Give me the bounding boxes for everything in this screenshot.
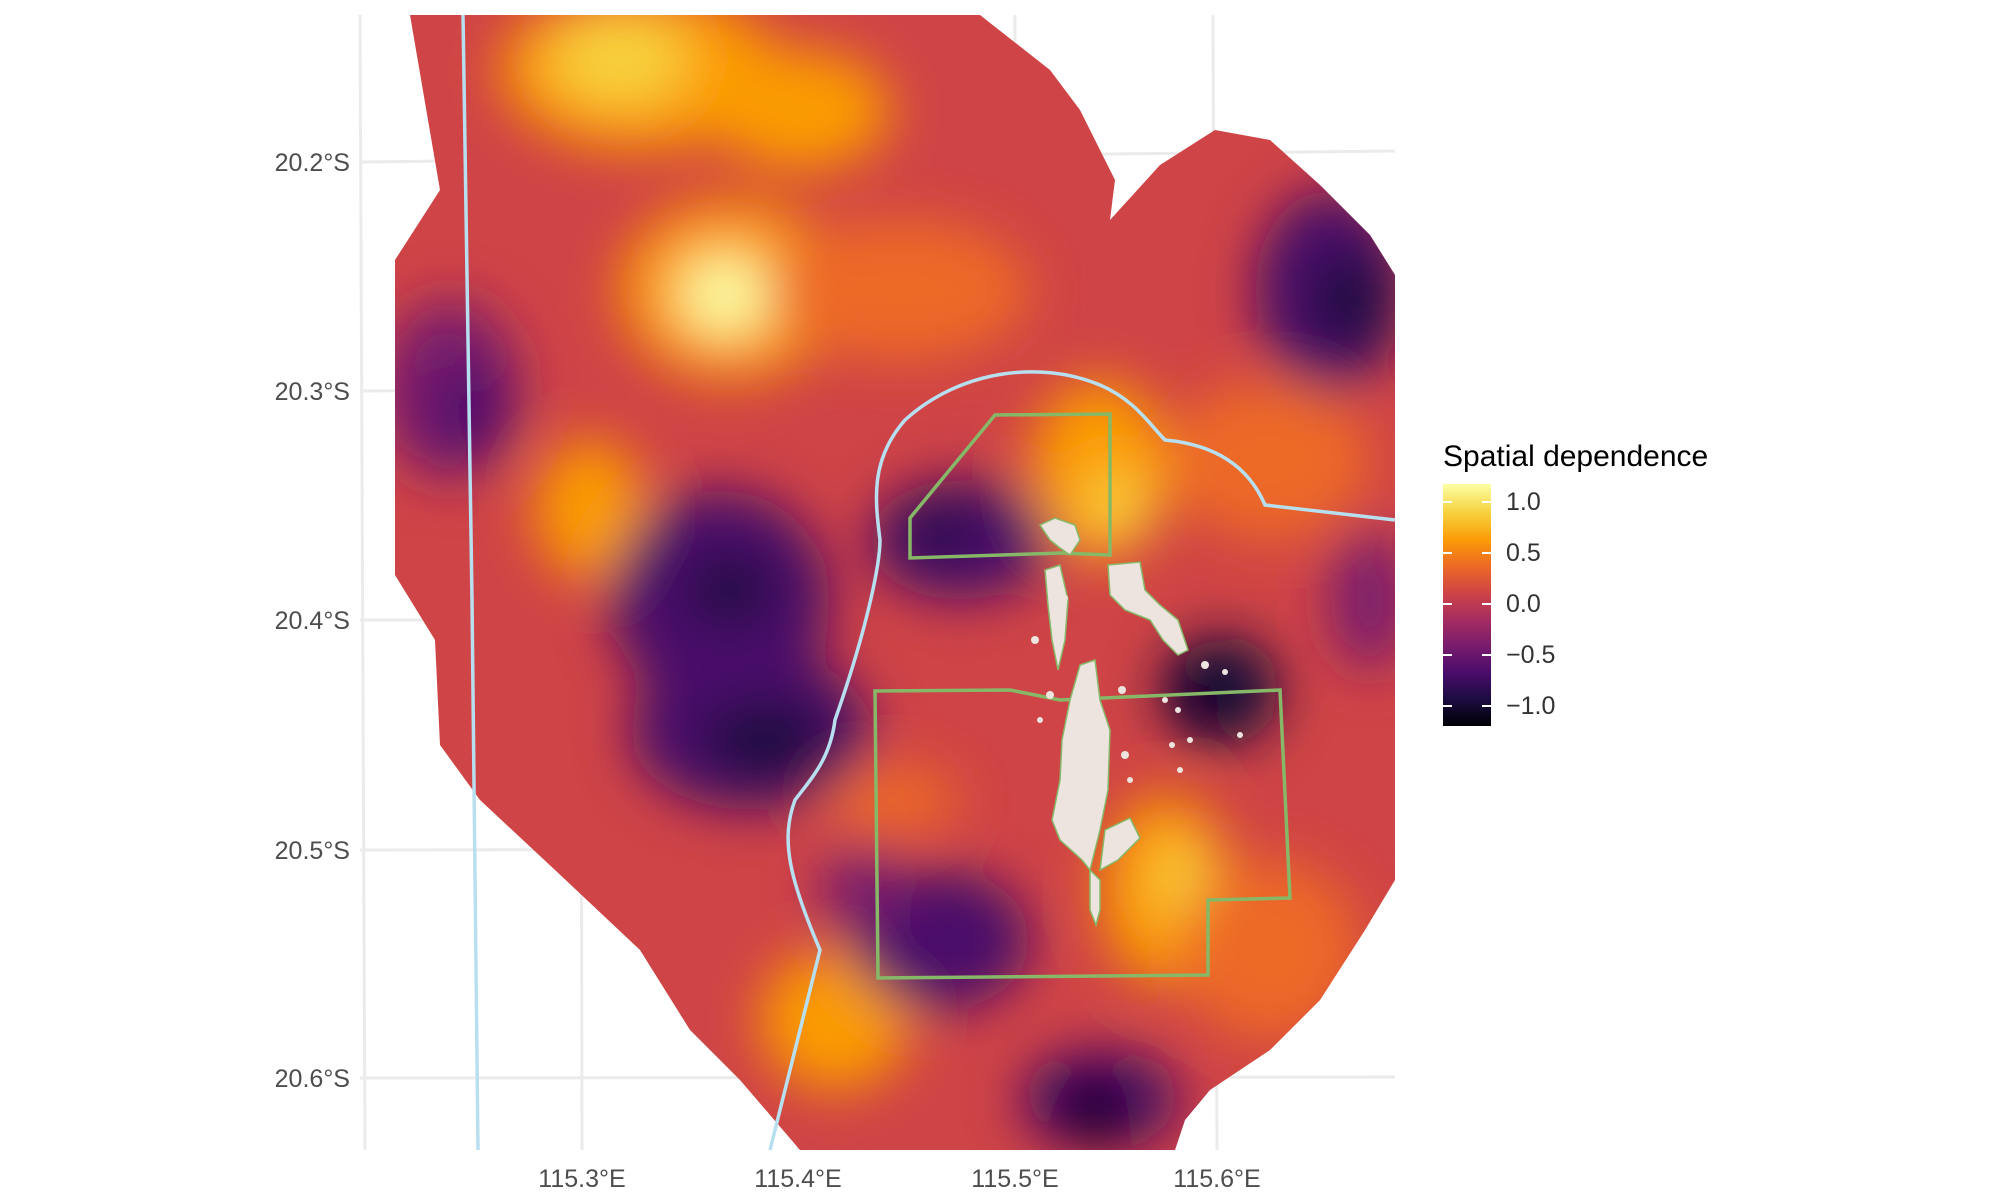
legend-tick-label: −1.0: [1506, 692, 1556, 720]
island-north: [1038, 517, 1081, 557]
island-lower: [1099, 817, 1141, 872]
y-axis: 20.2°S 20.3°S 20.4°S 20.5°S 20.6°S: [275, 149, 350, 1093]
land-islands: [1038, 517, 1189, 928]
legend-colorbar: [1443, 484, 1491, 726]
x-tick-label: 115.5°E: [971, 1165, 1058, 1193]
legend: Spatial dependence 1.0 0.5 0.0 −0.5 −1.0: [1443, 440, 1743, 760]
x-tick-label: 115.4°E: [754, 1165, 841, 1193]
island-central: [1044, 564, 1069, 671]
island-east: [1107, 561, 1189, 656]
y-tick-label: 20.5°S: [275, 837, 350, 865]
x-tick-label: 115.3°E: [538, 1165, 625, 1193]
legend-tick-label: 1.0: [1506, 488, 1541, 516]
x-tick-label: 115.6°E: [1173, 1165, 1260, 1193]
y-tick-label: 20.2°S: [275, 149, 350, 177]
legend-tick-label: 0.5: [1506, 539, 1541, 567]
protected-zone-south: [873, 688, 1292, 980]
spatial-dependence-raster: [395, 15, 1395, 1150]
y-tick-label: 20.4°S: [275, 607, 350, 635]
legend-title: Spatial dependence: [1443, 440, 1709, 473]
y-tick-label: 20.6°S: [275, 1065, 350, 1093]
boundary-lines: [461, 14, 1396, 1151]
x-axis: 115.3°E 115.4°E 115.5°E 115.6°E: [538, 1165, 1260, 1193]
boundary-line-coastal-waters: [768, 370, 1396, 1151]
island-specks: [1031, 595, 1243, 783]
y-tick-label: 20.3°S: [275, 378, 350, 406]
legend-tick-label: −0.5: [1506, 641, 1556, 669]
island-tail: [1089, 868, 1101, 928]
legend-tick-label: 0.0: [1506, 590, 1541, 618]
boundary-line-west: [461, 14, 480, 1151]
island-main: [1051, 658, 1111, 872]
protected-zone-north: [908, 412, 1112, 560]
protected-zones: [873, 412, 1292, 980]
